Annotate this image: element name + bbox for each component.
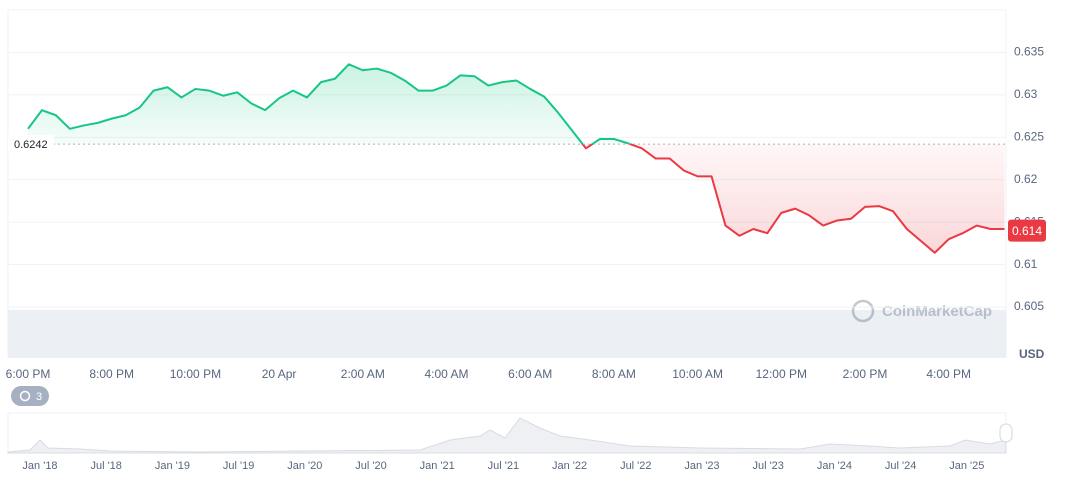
x-tick-label: 2:00 PM xyxy=(843,367,888,381)
x-tick-label: 10:00 AM xyxy=(672,367,723,381)
baseline-label: 0.6242 xyxy=(14,139,48,151)
navigator-label: Jan '22 xyxy=(552,460,587,472)
y-tick-label: 0.61 xyxy=(1014,257,1038,271)
navigator-label: Jul '18 xyxy=(90,460,121,472)
navigator-label: Jan '25 xyxy=(949,460,984,472)
y-tick-label: 0.62 xyxy=(1014,172,1038,186)
badge-count: 3 xyxy=(36,391,42,403)
navigator-label: Jan '21 xyxy=(420,460,455,472)
navigator-label: Jan '20 xyxy=(287,460,322,472)
x-tick-label: 4:00 AM xyxy=(424,367,468,381)
y-tick-label: 0.605 xyxy=(1014,299,1044,313)
x-tick-label: 8:00 PM xyxy=(89,367,134,381)
price-line xyxy=(27,63,1005,254)
navigator-label: Jul '22 xyxy=(620,460,651,472)
price-tag xyxy=(1008,219,1046,242)
navigator-label: Jan '24 xyxy=(817,460,852,472)
x-tick-label: 12:00 PM xyxy=(756,367,807,381)
y-tick-label: 0.625 xyxy=(1014,129,1044,143)
currency-label: USD xyxy=(1019,347,1045,361)
navigator-label: Jan '23 xyxy=(684,460,719,472)
navigator-label: Jul '24 xyxy=(885,460,916,472)
x-tick-label: 2:00 AM xyxy=(341,367,385,381)
baseline-label-bg xyxy=(8,135,54,154)
watermark-logo xyxy=(851,299,875,323)
badge[interactable]: 3 xyxy=(11,386,49,406)
x-tick-label: 6:00 AM xyxy=(508,367,552,381)
navigator-label: Jan '19 xyxy=(155,460,190,472)
volume-area xyxy=(8,310,1006,358)
x-tick-label: 4:00 PM xyxy=(926,367,971,381)
x-tick-label: 6:00 PM xyxy=(6,367,51,381)
price-area xyxy=(28,64,1005,253)
navigator-label: Jul '23 xyxy=(752,460,783,472)
x-tick-label: 8:00 AM xyxy=(592,367,636,381)
navigator-label: Jul '21 xyxy=(488,460,519,472)
y-tick-label: 0.63 xyxy=(1014,87,1038,101)
watermark-text: CoinMarketCap xyxy=(882,303,992,320)
navigator-label: Jul '20 xyxy=(355,460,386,472)
y-tick-label: 0.635 xyxy=(1014,45,1044,59)
x-tick-label: 20 Apr xyxy=(262,367,297,381)
navigator-label: Jan '18 xyxy=(22,460,57,472)
badge-icon xyxy=(19,390,31,402)
price-tag-label: 0.614 xyxy=(1012,224,1042,238)
navigator-handle[interactable] xyxy=(999,423,1013,443)
x-tick-label: 10:00 PM xyxy=(170,367,221,381)
navigator-label: Jul '19 xyxy=(223,460,254,472)
navigator-series xyxy=(7,417,1007,454)
